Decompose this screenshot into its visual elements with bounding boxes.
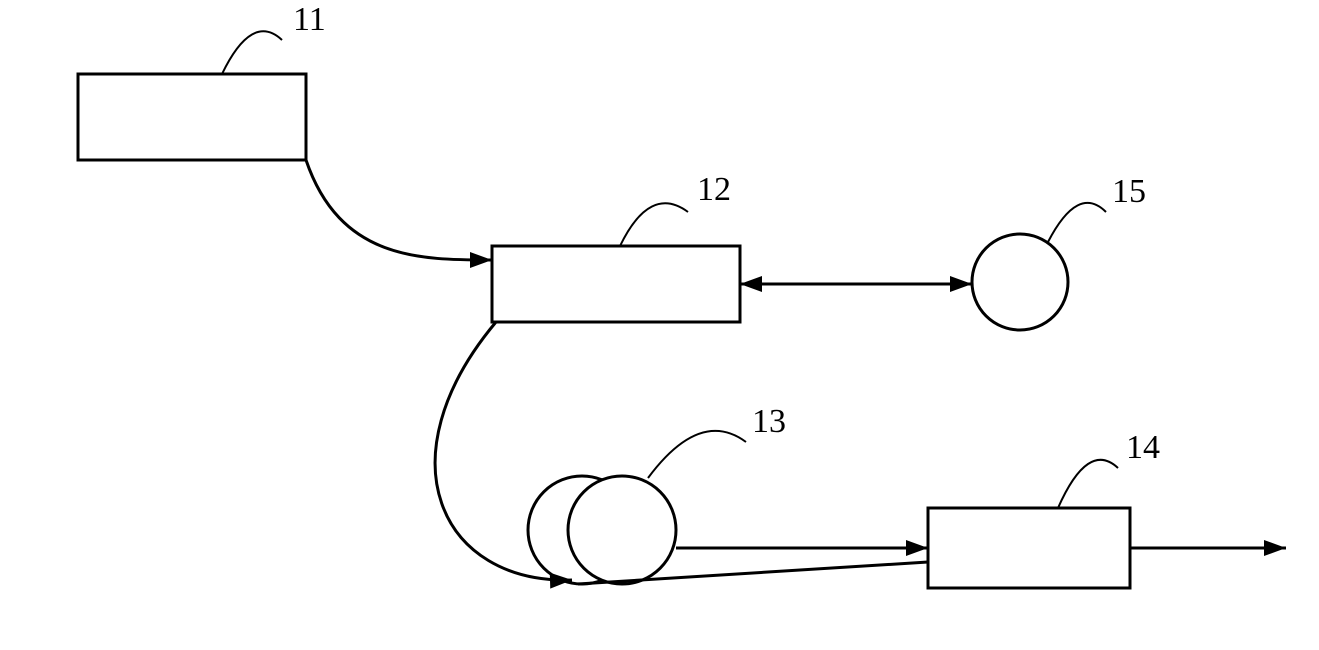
node-n11	[78, 74, 306, 160]
label-n14: 14	[1126, 429, 1160, 466]
label-n15: 15	[1112, 173, 1146, 210]
edge-e11_12	[306, 160, 492, 260]
leader-n14	[1058, 460, 1118, 508]
node-n12	[492, 246, 740, 322]
diagram-canvas: 11 12 15 13 14	[0, 0, 1319, 650]
label-n13: 13	[752, 403, 786, 440]
leader-n11	[222, 31, 282, 74]
arrowhead	[950, 276, 972, 292]
arrowhead	[740, 276, 762, 292]
leader-n12	[620, 203, 688, 246]
node-n14	[928, 508, 1130, 588]
node-n15	[972, 234, 1068, 330]
label-n11: 11	[293, 1, 326, 38]
leader-n13	[648, 431, 746, 478]
arrowhead	[906, 540, 928, 556]
arrowhead	[1264, 540, 1286, 556]
node-n13-front	[568, 476, 676, 584]
label-n12: 12	[697, 171, 731, 208]
leader-n15	[1048, 203, 1106, 242]
arrowhead	[470, 252, 492, 268]
